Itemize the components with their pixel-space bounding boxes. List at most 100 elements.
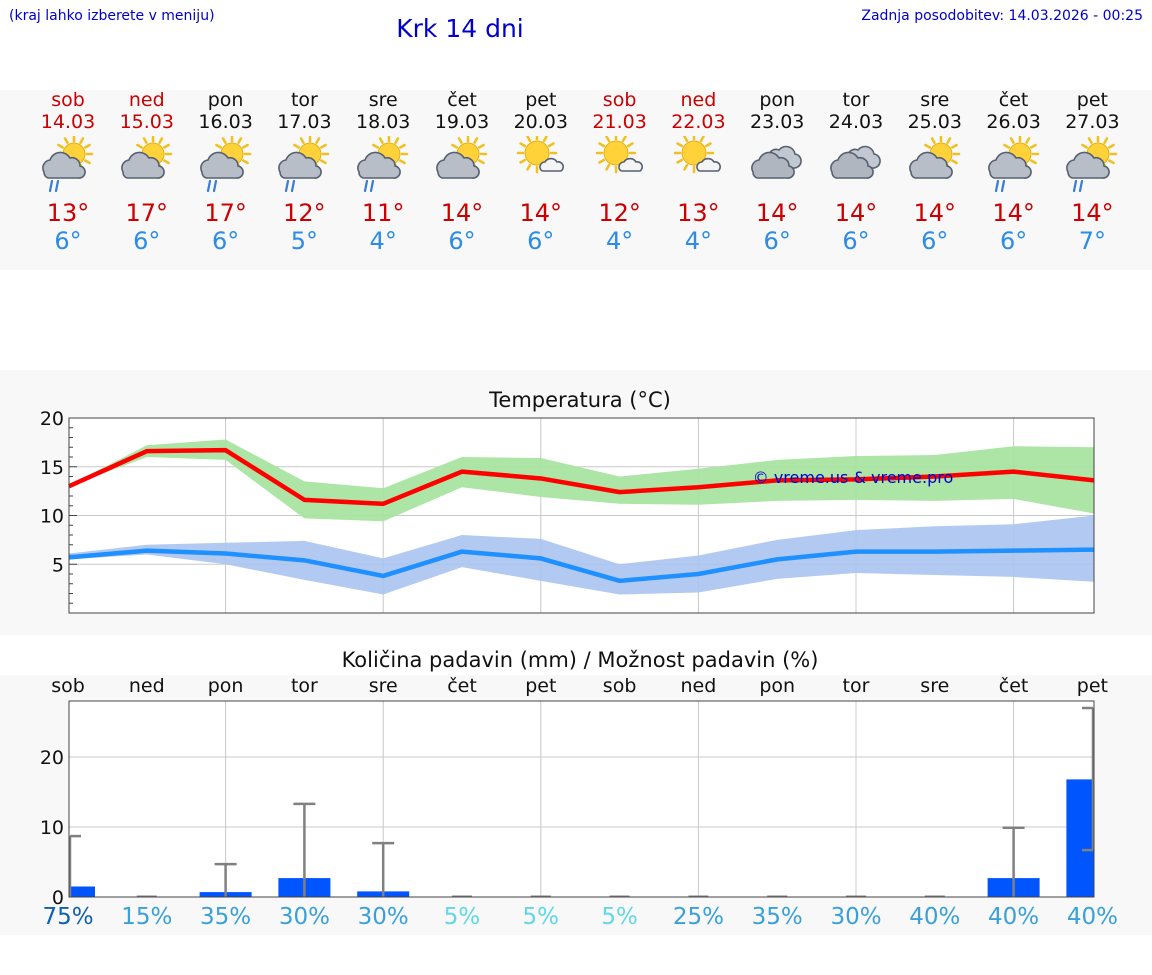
forecast-strip	[0, 90, 1152, 270]
max-temp: 14°	[519, 199, 563, 227]
sun-cloud-rain-icon	[28, 134, 108, 196]
overcast-icon	[737, 136, 817, 196]
sun-cloud-icon	[895, 134, 975, 196]
day-name: čet	[998, 89, 1029, 111]
max-temp: 11°	[361, 199, 405, 227]
day-date: 15.03	[119, 111, 174, 133]
max-temp: 14°	[834, 199, 878, 227]
precip-probability: 30%	[357, 904, 409, 930]
precip-probability: 40%	[1066, 904, 1118, 930]
sun-cloud-icon	[107, 134, 187, 196]
day-name: čet	[447, 89, 477, 111]
temperature-plot-frame	[68, 417, 1095, 614]
day-name: ned	[680, 89, 717, 111]
sun-cloud-rain-icon	[186, 134, 266, 196]
min-range-band	[69, 515, 1094, 595]
sun-cloud-rain-icon	[264, 134, 344, 196]
min-temp: 6°	[999, 227, 1028, 255]
min-temp: 6°	[211, 227, 240, 255]
precip-probability: 35%	[751, 904, 803, 930]
day-name: tor	[842, 89, 870, 111]
precip-day-label: pon	[759, 675, 795, 697]
sun-small-cloud-icon	[501, 132, 581, 196]
watermark: © vreme.us & vreme.pro	[753, 468, 954, 487]
temperature-chart: 20 15 10 5 © vreme.us & vreme.pro	[40, 408, 1095, 614]
day-date: 18.03	[355, 111, 411, 133]
day-name: sob	[602, 89, 637, 111]
precip-day-label: čet	[999, 675, 1029, 697]
day-date: 27.03	[1065, 111, 1120, 133]
day-date: 21.03	[592, 111, 647, 133]
precip-day-label: sob	[603, 675, 637, 697]
min-temp: 4°	[605, 227, 634, 255]
min-temp-line	[68, 547, 1095, 584]
min-temp: 6°	[133, 227, 161, 255]
day-name: sob	[51, 89, 85, 111]
page-title: Krk 14 dni	[396, 14, 524, 43]
precip-ytick-label: 0	[52, 887, 64, 909]
day-date: 24.03	[828, 111, 884, 133]
day-date: 23.03	[749, 111, 805, 133]
min-temp: 4°	[369, 227, 397, 255]
max-temp: 13°	[677, 199, 720, 227]
last-update: Zadnja posodobitev: 14.03.2026 - 00:25	[861, 8, 1143, 24]
day-date: 17.03	[277, 111, 332, 133]
precip-bar	[1066, 779, 1094, 897]
precip-day-label: sob	[51, 675, 85, 697]
precip-probability: 5%	[601, 904, 638, 930]
max-temp: 14°	[913, 199, 957, 227]
day-name: tor	[290, 89, 318, 111]
min-temp: 6°	[842, 227, 870, 255]
temp-ytick-label: 20	[40, 408, 64, 430]
precip-day-label: tor	[291, 675, 318, 697]
precip-probability: 5%	[522, 904, 560, 930]
precip-bar	[69, 886, 95, 897]
min-temp: 6°	[54, 227, 82, 255]
day-date: 22.03	[671, 111, 726, 133]
day-name: pet	[1076, 89, 1108, 111]
overcast-icon	[816, 136, 896, 196]
temperature-chart-title: Temperatura (°C)	[489, 388, 671, 412]
precip-probability: 35%	[200, 904, 252, 930]
precip-day-label: pon	[208, 675, 244, 697]
max-temp: 12°	[283, 199, 326, 227]
precip-probability: 15%	[121, 904, 173, 930]
min-temp: 5°	[290, 227, 319, 255]
min-temp: 6°	[448, 227, 476, 255]
precip-day-label: pet	[525, 675, 556, 697]
precip-probability: 40%	[909, 904, 961, 930]
day-date: 25.03	[907, 111, 962, 133]
precip-ytick-label: 20	[40, 747, 64, 769]
precip-day-label: sre	[920, 675, 949, 697]
day-date: 14.03	[40, 111, 96, 133]
precip-probability: 30%	[278, 904, 330, 930]
min-temp: 6°	[527, 227, 555, 255]
precip-day-label: ned	[681, 675, 717, 697]
precip-probability: 75%	[42, 904, 94, 930]
day-date: 26.03	[986, 111, 1041, 133]
day-name: sre	[920, 89, 950, 111]
max-temp: 14°	[755, 199, 799, 227]
sun-cloud-rain-icon	[343, 134, 423, 196]
min-temp: 6°	[763, 227, 791, 255]
max-temp: 14°	[992, 199, 1035, 227]
day-date: 19.03	[434, 111, 490, 133]
max-temp: 14°	[1071, 199, 1114, 227]
max-temp: 13°	[46, 199, 90, 227]
sun-cloud-rain-icon	[974, 134, 1054, 196]
day-name: pet	[525, 89, 557, 111]
temp-ytick-label: 10	[40, 506, 64, 528]
temp-ytick-label: 5	[52, 554, 64, 576]
precip-day-label: sre	[369, 675, 398, 697]
max-temp-line	[68, 447, 1095, 507]
min-temp: 4°	[684, 227, 713, 255]
precip-day-label: ned	[129, 675, 165, 697]
precip-probability: 25%	[672, 904, 724, 930]
temp-ytick-label: 15	[40, 457, 64, 479]
precip-day-label: tor	[843, 675, 870, 697]
precip-probability: 5%	[443, 904, 481, 930]
max-temp: 14°	[440, 199, 484, 227]
max-temp: 17°	[125, 199, 169, 227]
sun-small-cloud-icon	[658, 132, 738, 196]
sun-cloud-rain-icon	[1052, 134, 1132, 196]
